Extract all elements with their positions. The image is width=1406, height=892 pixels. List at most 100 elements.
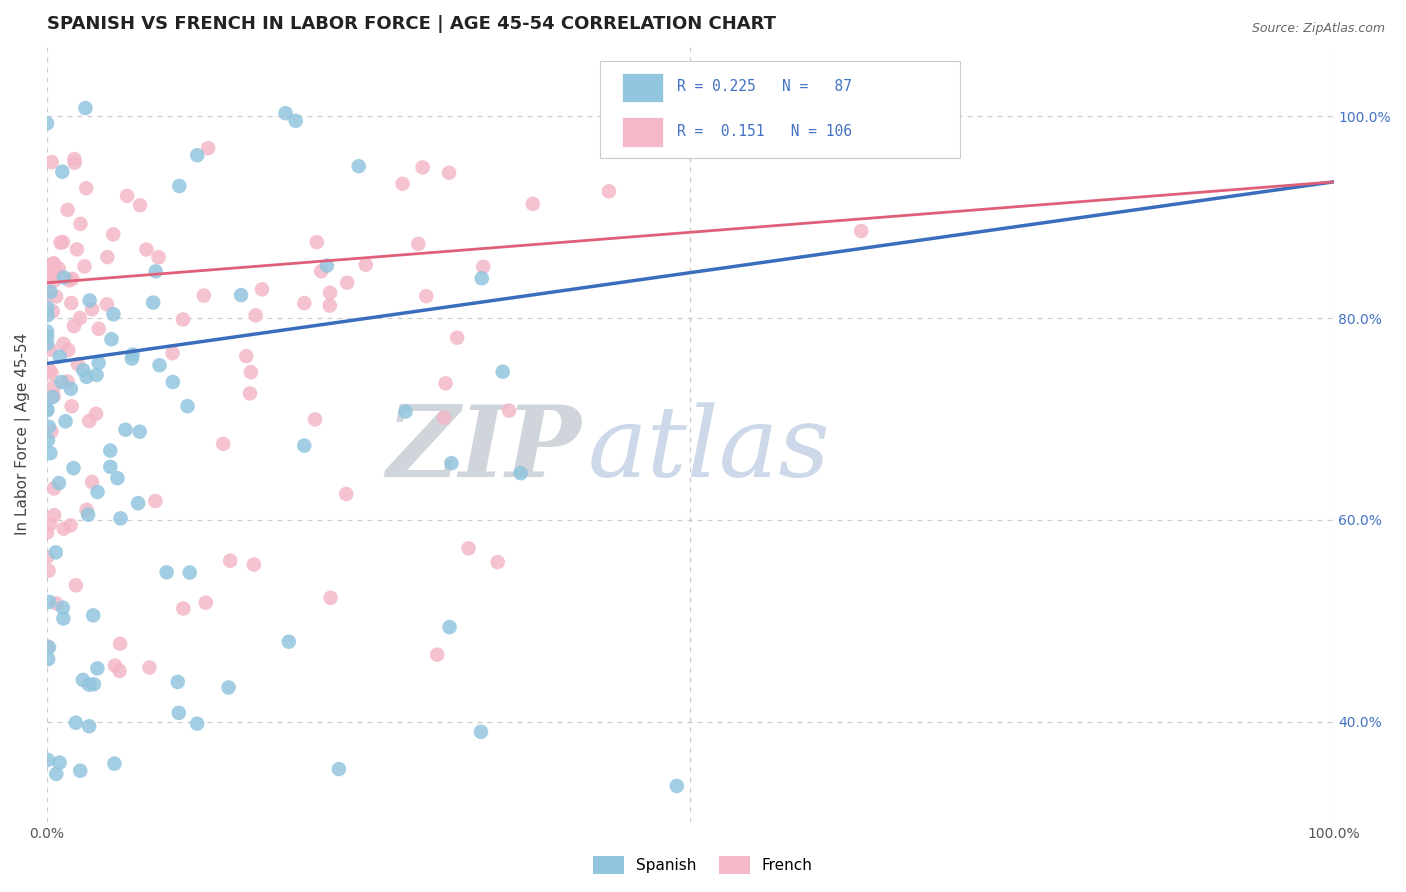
FancyBboxPatch shape [600,62,960,158]
Point [229,288,252,302]
Point [58,343,80,357]
Point [412,161,434,175]
Point [145,264,167,278]
Point [169,179,191,194]
Point [87,356,110,370]
Point [56,202,79,217]
Point [277,634,299,648]
Point [59,518,82,533]
Point [65,715,87,730]
FancyBboxPatch shape [621,73,664,103]
Point [107,471,129,485]
Point [35,289,58,303]
Point [76,369,98,384]
Point [319,591,342,605]
Point [354,258,377,272]
Point [52,235,75,249]
Point [415,289,437,303]
Point [172,312,194,326]
Point [486,555,509,569]
Point [42,304,65,318]
Point [51,375,73,389]
Point [42,389,65,403]
Point [103,756,125,771]
Point [65,578,87,592]
Point [37,640,59,654]
Point [80,302,103,317]
Point [135,243,157,257]
Point [509,466,531,480]
Point [394,404,416,418]
Point [51,165,73,179]
Point [148,250,170,264]
Point [35,324,58,338]
Point [63,319,86,334]
Point [598,184,620,198]
Point [48,261,70,276]
Point [41,425,63,439]
Point [37,403,59,417]
Point [127,496,149,510]
Point [274,106,297,120]
Point [457,541,479,556]
Point [56,375,79,389]
Point [39,343,62,357]
Point [239,365,262,379]
Text: SPANISH VS FRENCH IN LABOR FORCE | AGE 45-54 CORRELATION CHART: SPANISH VS FRENCH IN LABOR FORCE | AGE 4… [46,15,776,33]
Point [121,351,143,366]
Point [498,403,520,417]
Point [35,550,58,565]
Point [162,346,184,360]
Point [100,332,122,346]
Point [148,358,170,372]
Point [38,363,60,377]
Point [129,198,152,212]
Point [48,756,70,770]
Point [37,301,59,315]
Point [37,336,59,351]
Point [115,189,138,203]
Point [39,516,62,531]
Point [86,661,108,675]
Point [186,716,208,731]
Point [440,456,463,470]
Point [37,652,59,666]
Point [172,601,194,615]
Point [305,235,328,249]
Point [319,285,342,300]
Point [665,779,688,793]
Point [58,273,80,287]
Legend: Spanish, French: Spanish, French [588,850,818,880]
Point [142,295,165,310]
Point [52,522,75,536]
Point [121,347,143,361]
Point [35,402,58,417]
Point [60,272,83,286]
Point [446,331,468,345]
Point [41,390,63,404]
Point [76,502,98,516]
Point [245,309,267,323]
Point [59,382,82,396]
Point [48,476,70,491]
Point [63,156,86,170]
Text: R = 0.225   N =   87: R = 0.225 N = 87 [678,79,852,95]
Point [86,485,108,500]
Point [77,414,100,428]
Point [77,678,100,692]
Point [41,366,63,380]
Point [96,297,118,311]
Point [194,596,217,610]
Text: ZIP: ZIP [385,401,581,498]
Point [38,640,60,655]
Point [72,673,94,687]
Point [304,412,326,426]
Point [145,494,167,508]
Point [186,148,208,162]
Point [75,181,97,195]
Point [243,558,266,572]
Point [128,425,150,439]
Point [309,264,332,278]
Point [426,648,449,662]
Point [315,259,337,273]
